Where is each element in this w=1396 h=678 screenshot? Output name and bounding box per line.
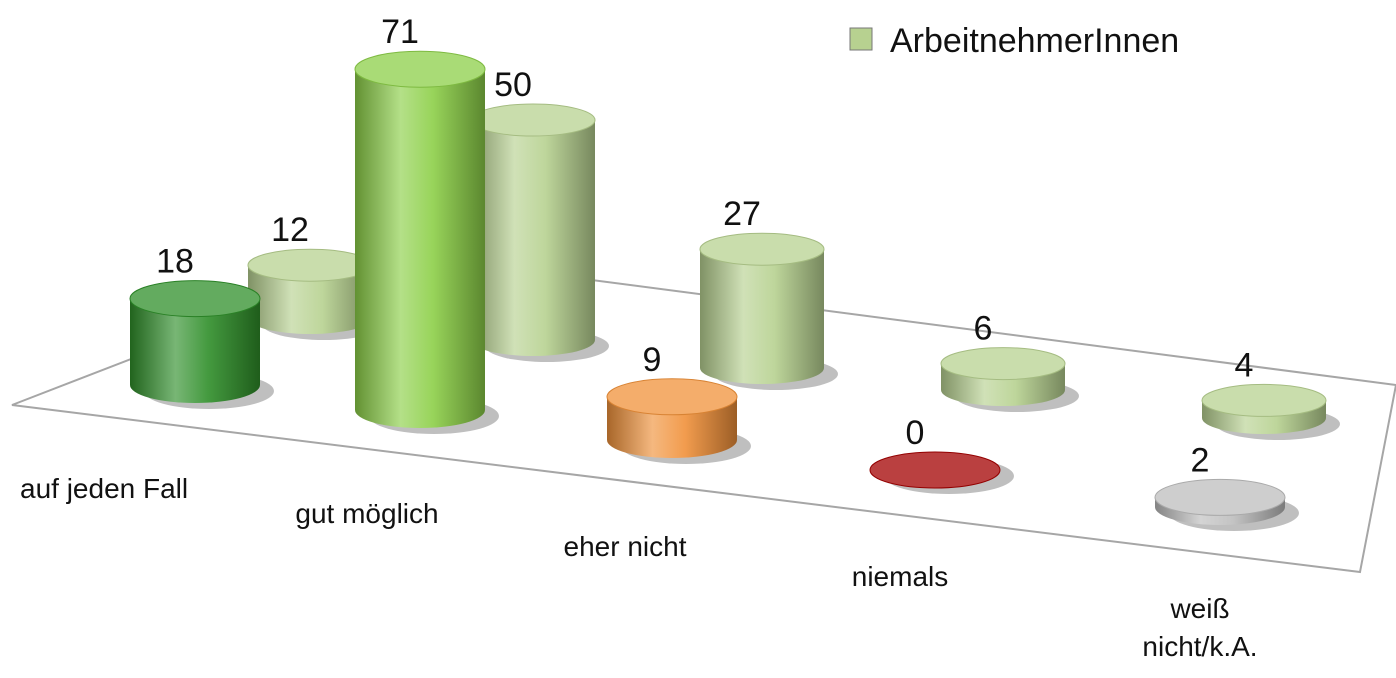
cylinder bbox=[470, 103, 609, 362]
cylinder-top bbox=[470, 103, 596, 137]
cylinder bbox=[1154, 478, 1299, 531]
legend-label: ArbeitnehmerInnen bbox=[890, 22, 1179, 60]
cylinder-body bbox=[471, 120, 595, 340]
data-label: 27 bbox=[723, 195, 761, 233]
cylinder-top bbox=[247, 248, 373, 282]
cylinder bbox=[1201, 383, 1340, 440]
cylinder-top bbox=[699, 232, 825, 266]
x-tick-label: gut möglich bbox=[295, 498, 439, 529]
data-label: 50 bbox=[494, 66, 532, 104]
data-label: 0 bbox=[906, 414, 925, 452]
cylinder bbox=[606, 378, 751, 464]
cylinder-top bbox=[606, 378, 738, 416]
cylinder-top bbox=[354, 50, 486, 88]
cylinder bbox=[354, 50, 499, 434]
cylinder-body bbox=[700, 249, 824, 368]
cylinder bbox=[869, 451, 1014, 494]
cylinder-top bbox=[869, 451, 1001, 489]
data-label: 6 bbox=[974, 310, 993, 348]
cylinder-body bbox=[355, 69, 485, 410]
cylinder-top bbox=[940, 347, 1066, 381]
cylinder-top bbox=[1201, 383, 1327, 417]
x-tick-label: eher nicht bbox=[563, 531, 687, 562]
cylinder bbox=[699, 232, 838, 390]
x-tick-label: weiß nicht/k.A. bbox=[1142, 593, 1258, 662]
data-label: 2 bbox=[1191, 441, 1210, 479]
data-label: 71 bbox=[381, 13, 419, 51]
cylinder bbox=[129, 280, 274, 409]
x-tick-label: auf jeden Fall bbox=[20, 473, 189, 504]
cylinder bbox=[940, 347, 1079, 412]
data-label: 12 bbox=[271, 211, 309, 249]
cylinder-top bbox=[1154, 478, 1286, 516]
cylinder-top bbox=[129, 280, 261, 318]
x-tick-label: niemals bbox=[851, 561, 949, 592]
data-label: 4 bbox=[1235, 346, 1254, 384]
legend-swatch bbox=[849, 27, 873, 51]
data-label: 18 bbox=[156, 243, 194, 281]
data-label: 9 bbox=[643, 341, 662, 379]
